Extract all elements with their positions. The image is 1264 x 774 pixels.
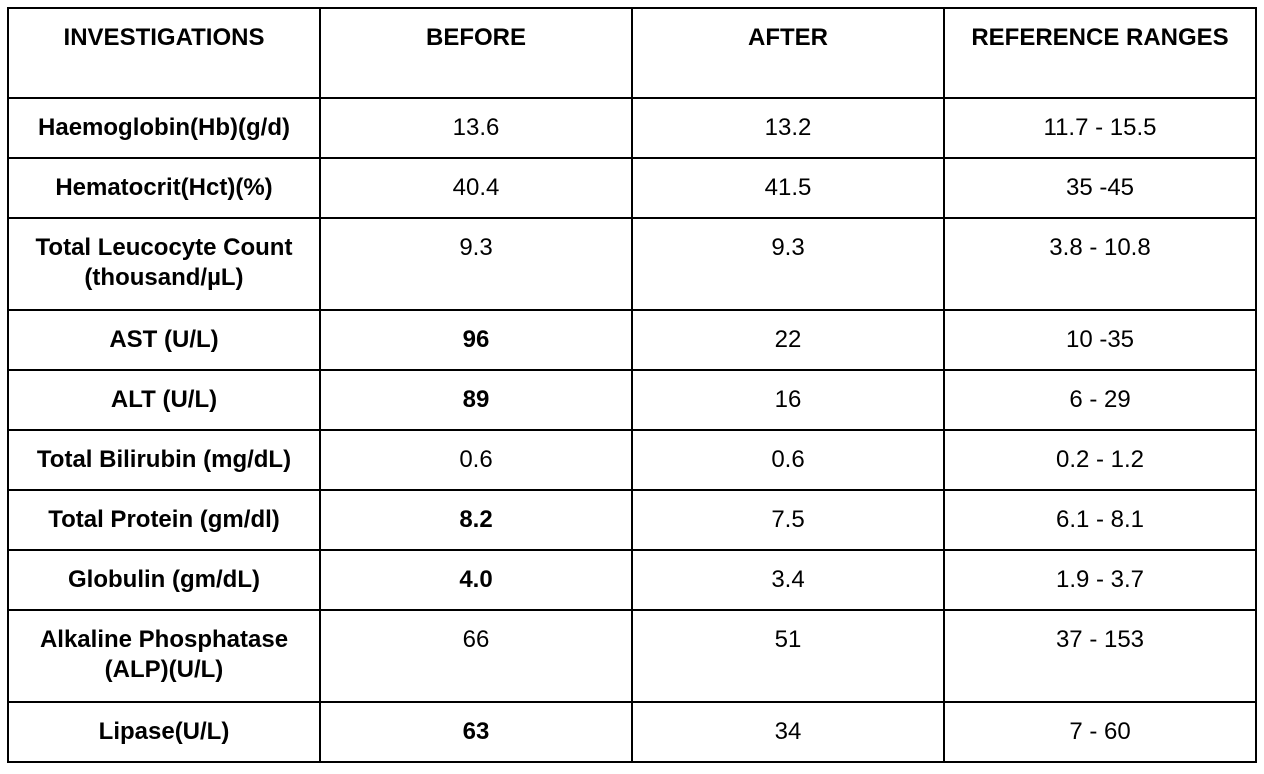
before-value: 13.6 [319, 97, 633, 159]
reference-range: 6 - 29 [943, 369, 1257, 431]
after-value: 41.5 [631, 157, 945, 219]
after-value: 51 [631, 609, 945, 703]
table-row: Total Leucocyte Count (thousand/µL) 9.3 … [7, 217, 1257, 311]
before-value: 89 [319, 369, 633, 431]
reference-range: 6.1 - 8.1 [943, 489, 1257, 551]
reference-range: 11.7 - 15.5 [943, 97, 1257, 159]
table-row: AST (U/L) 96 22 10 -35 [7, 309, 1257, 371]
investigation-name: ALT (U/L) [7, 369, 321, 431]
reference-range: 1.9 - 3.7 [943, 549, 1257, 611]
investigation-name: Hematocrit(Hct)(%) [7, 157, 321, 219]
before-value: 63 [319, 701, 633, 763]
after-value: 16 [631, 369, 945, 431]
reference-range: 0.2 - 1.2 [943, 429, 1257, 491]
reference-range: 7 - 60 [943, 701, 1257, 763]
investigation-name: Total Protein (gm/dl) [7, 489, 321, 551]
lab-results-table: INVESTIGATIONS BEFORE AFTER REFERENCE RA… [7, 7, 1257, 763]
before-value: 8.2 [319, 489, 633, 551]
table-row: Haemoglobin(Hb)(g/d) 13.6 13.2 11.7 - 15… [7, 97, 1257, 159]
reference-range: 37 - 153 [943, 609, 1257, 703]
table-row: ALT (U/L) 89 16 6 - 29 [7, 369, 1257, 431]
table-row: Total Protein (gm/dl) 8.2 7.5 6.1 - 8.1 [7, 489, 1257, 551]
investigation-name: AST (U/L) [7, 309, 321, 371]
before-value: 66 [319, 609, 633, 703]
table-row: Alkaline Phosphatase (ALP)(U/L) 66 51 37… [7, 609, 1257, 703]
investigation-name: Haemoglobin(Hb)(g/d) [7, 97, 321, 159]
investigation-name: Lipase(U/L) [7, 701, 321, 763]
before-value: 0.6 [319, 429, 633, 491]
table-row: Hematocrit(Hct)(%) 40.4 41.5 35 -45 [7, 157, 1257, 219]
after-value: 7.5 [631, 489, 945, 551]
after-value: 13.2 [631, 97, 945, 159]
header-before: BEFORE [319, 7, 633, 99]
before-value: 96 [319, 309, 633, 371]
after-value: 9.3 [631, 217, 945, 311]
before-value: 40.4 [319, 157, 633, 219]
table-row: Globulin (gm/dL) 4.0 3.4 1.9 - 3.7 [7, 549, 1257, 611]
table-row: Total Bilirubin (mg/dL) 0.6 0.6 0.2 - 1.… [7, 429, 1257, 491]
investigation-name: Alkaline Phosphatase (ALP)(U/L) [7, 609, 321, 703]
header-after: AFTER [631, 7, 945, 99]
table-row: Lipase(U/L) 63 34 7 - 60 [7, 701, 1257, 763]
reference-range: 3.8 - 10.8 [943, 217, 1257, 311]
reference-range: 35 -45 [943, 157, 1257, 219]
investigation-name: Globulin (gm/dL) [7, 549, 321, 611]
investigation-name: Total Leucocyte Count (thousand/µL) [7, 217, 321, 311]
after-value: 3.4 [631, 549, 945, 611]
header-reference-ranges: REFERENCE RANGES [943, 7, 1257, 99]
before-value: 9.3 [319, 217, 633, 311]
after-value: 22 [631, 309, 945, 371]
after-value: 0.6 [631, 429, 945, 491]
before-value: 4.0 [319, 549, 633, 611]
header-investigations: INVESTIGATIONS [7, 7, 321, 99]
investigation-name: Total Bilirubin (mg/dL) [7, 429, 321, 491]
reference-range: 10 -35 [943, 309, 1257, 371]
header-row: INVESTIGATIONS BEFORE AFTER REFERENCE RA… [7, 7, 1257, 99]
after-value: 34 [631, 701, 945, 763]
